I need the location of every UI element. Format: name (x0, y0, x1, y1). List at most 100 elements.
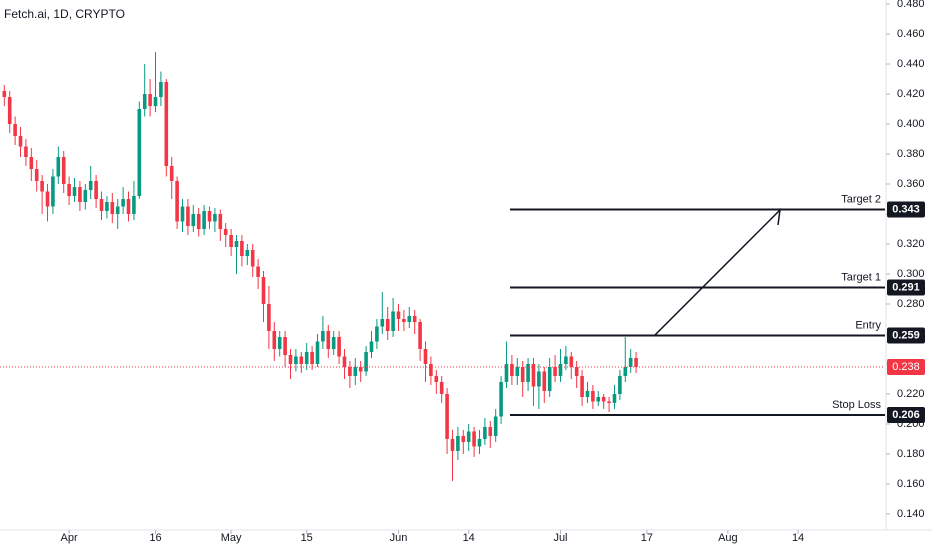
candle-body (142, 94, 147, 110)
candle-body (461, 435, 466, 442)
candle-body (569, 356, 574, 367)
level-label: Target 1 (841, 271, 881, 283)
candle-body (450, 438, 455, 451)
candle-body (337, 336, 341, 357)
x-tick-label: Apr (61, 532, 78, 544)
candle-body (591, 390, 595, 402)
candle-body (601, 396, 606, 402)
candle-body (29, 157, 34, 170)
candle-body (115, 206, 120, 215)
candle-body (596, 396, 601, 402)
candle-body (186, 206, 190, 227)
candle-body (99, 199, 104, 212)
x-tick-label: Jul (553, 532, 567, 544)
candle-body (510, 363, 514, 376)
y-tick-label: 0.300 (897, 268, 925, 280)
candle-body (202, 211, 206, 230)
candle-body (456, 435, 460, 451)
candle-body (137, 109, 142, 197)
x-tick-label: 14 (792, 532, 804, 544)
candle-body (326, 330, 331, 349)
candle-body (105, 202, 109, 212)
candle-body (618, 375, 622, 394)
candle-body (315, 341, 320, 364)
level-label: Target 2 (841, 193, 881, 205)
candle-body (121, 199, 125, 207)
candle-body (159, 82, 163, 98)
candle-body (272, 330, 277, 349)
candle-body (402, 318, 406, 322)
candle-body (612, 393, 617, 403)
candle-body (229, 235, 233, 248)
candle-body (196, 214, 201, 230)
y-tick-label: 0.400 (897, 118, 925, 130)
candle-body (240, 241, 244, 257)
candle-body (353, 366, 358, 376)
y-tick-label: 0.440 (897, 58, 925, 70)
candle-body (396, 311, 401, 319)
x-tick-label: May (221, 532, 242, 544)
candle-body (412, 315, 417, 322)
candle-body (24, 146, 28, 158)
candle-body (321, 330, 325, 342)
candle-body (623, 366, 628, 376)
candle-body (153, 97, 158, 107)
last-price-label: 0.238 (892, 361, 920, 373)
candle-body (520, 366, 525, 382)
x-tick-label: Jun (390, 532, 408, 544)
candle-body (423, 348, 428, 364)
y-tick-label: 0.320 (897, 238, 925, 250)
x-tick-label: Aug (718, 532, 738, 544)
candle-body (299, 356, 304, 364)
level-price-box (887, 279, 925, 296)
y-tick-label: 0.460 (897, 28, 925, 40)
candle-body (547, 366, 552, 391)
x-tick-label: 14 (463, 532, 475, 544)
y-tick-label: 0.480 (897, 0, 925, 10)
candle-body (526, 363, 530, 382)
candle-body (78, 187, 82, 203)
candle-body (7, 97, 12, 125)
candle-body (56, 157, 61, 177)
candle-body (207, 211, 212, 222)
candle-body (148, 94, 152, 107)
candle-body (439, 381, 444, 394)
candle-body (445, 393, 449, 439)
candle-body (369, 341, 374, 352)
level-price-label: 0.206 (892, 409, 920, 421)
level-label: Stop Loss (832, 399, 881, 411)
y-tick-label: 0.220 (897, 388, 925, 400)
candle-body (607, 401, 611, 403)
y-tick-label: 0.140 (897, 508, 925, 520)
candle-body (180, 206, 185, 222)
candle-body (493, 416, 498, 436)
candle-body (472, 431, 476, 447)
candle-body (558, 363, 563, 376)
candle-body (358, 366, 363, 372)
candle-body (18, 136, 23, 147)
candle-body (628, 357, 633, 367)
candle-body (218, 214, 223, 230)
candle-body (267, 303, 271, 331)
candle-body (67, 184, 71, 197)
candle-body (483, 426, 487, 439)
candle-body (261, 276, 266, 304)
candle-body (2, 91, 7, 98)
y-tick-label: 0.160 (897, 478, 925, 490)
last-price-box (887, 358, 925, 375)
candle-body (13, 124, 17, 137)
candle-body (466, 431, 471, 442)
candle-body (132, 196, 136, 215)
candle-body (294, 356, 298, 364)
candle-body (288, 354, 293, 364)
level-price-label: 0.343 (892, 203, 920, 215)
candle-body (429, 363, 433, 376)
candle-body (126, 199, 131, 215)
chart-title: Fetch.ai, 1D, CRYPTO (4, 7, 125, 21)
candle-body (256, 266, 260, 277)
candle-body (34, 169, 39, 182)
candle-body (51, 176, 55, 207)
candle-body (488, 426, 493, 436)
